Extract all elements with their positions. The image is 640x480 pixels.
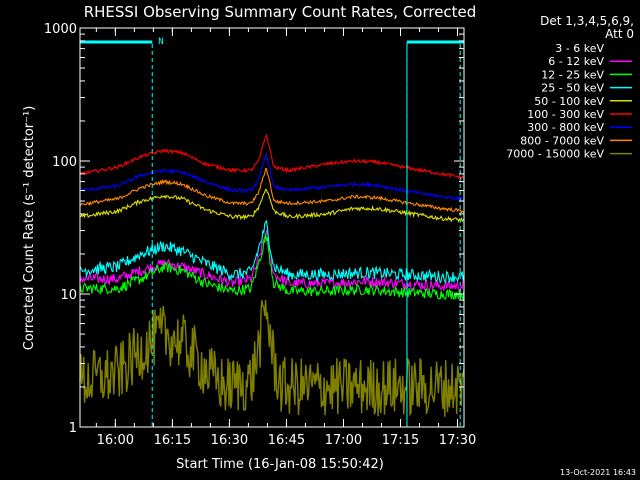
legend-header-line-1: Det 1,3,4,5,6,9, (540, 14, 634, 28)
x-tick-label: 17:00 (325, 433, 362, 448)
night-label: N (158, 37, 163, 47)
series-line (79, 299, 465, 417)
legend-label: 100 - 300 keV (527, 108, 604, 121)
y-tick-label: 100 (52, 155, 77, 170)
legend-label: 6 - 12 keV (548, 55, 604, 68)
x-tick-label: 16:15 (154, 433, 191, 448)
plot-frame (79, 27, 465, 428)
chart-title: RHESSI Observing Summary Count Rates, Co… (84, 3, 477, 21)
legend-label: 3 - 6 keV (555, 42, 604, 55)
x-tick-label: 16:00 (97, 433, 134, 448)
y-tick-label: 1000 (44, 22, 77, 37)
tick-layer: 16:00 16:15 16:30 16:45 17:00 17:15 17:30 1 10 10… (44, 22, 476, 448)
series-line (79, 188, 465, 223)
marker-layer: N (80, 37, 464, 427)
series-line (79, 152, 465, 202)
legend-label: 300 - 800 keV (527, 121, 604, 134)
y-axis-label: Corrected Count Rate (s⁻¹ detector⁻¹) (22, 106, 37, 351)
legend-label: 800 - 7000 keV (520, 134, 604, 147)
x-tick-label: 16:45 (268, 433, 305, 448)
series-layer (79, 133, 465, 417)
legend-header-line-2: Att 0 (605, 27, 634, 41)
series-line (79, 229, 465, 293)
series-line (79, 167, 465, 214)
x-tick-label: 16:30 (211, 433, 248, 448)
series-line (79, 233, 465, 301)
y-tick-label: 10 (60, 288, 77, 303)
legend-label: 7000 - 15000 keV (506, 148, 604, 161)
footer-date: 13-Oct-2021 16:43 (560, 468, 636, 477)
legend-label: 50 - 100 keV (534, 95, 604, 108)
x-tick-label: 17:15 (382, 433, 419, 448)
legend-label: 12 - 25 keV (541, 68, 604, 81)
x-axis-label: Start Time (16-Jan-08 15:50:42) (176, 457, 384, 472)
series-line (79, 133, 465, 181)
y-tick-label: 1 (69, 421, 77, 436)
series-line (79, 246, 465, 379)
legend-label: 25 - 50 keV (541, 82, 604, 95)
series-line (79, 219, 465, 285)
x-tick-label: 17:30 (439, 433, 476, 448)
